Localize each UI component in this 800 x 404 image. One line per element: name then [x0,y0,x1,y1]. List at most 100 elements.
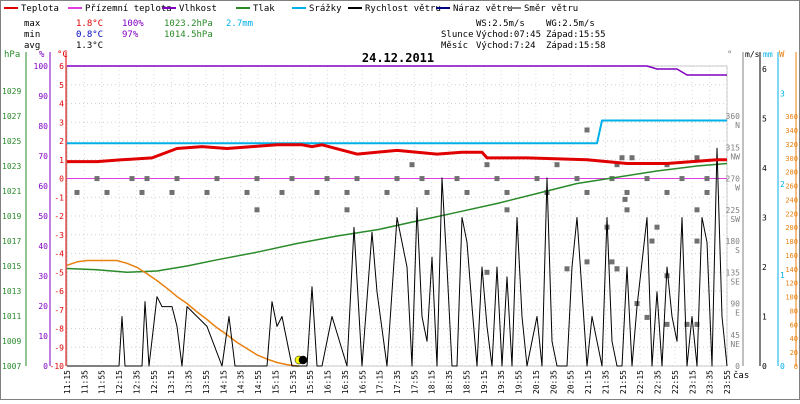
wind-dir-point [619,155,625,161]
tick-humidity: 0 [43,362,48,371]
tick-wind-dir-label: NW [730,152,740,161]
tick-time: 12:35 [132,370,141,394]
wind-dir-point [494,176,500,182]
wind-dir-point [484,269,490,275]
tick-wind-speed: 6 [762,65,767,74]
tick-wind-dir-label: E [735,309,740,318]
wind-dir-point [464,189,470,195]
wind-dir-point [314,189,320,195]
legend-label: Teplota [21,4,59,14]
max-rain: 2.7mm [226,19,253,29]
wind-dir-point [629,155,635,161]
tick-time: 15:15 [271,370,280,394]
tick-temperature: -3 [54,231,64,240]
tick-temperature: 3 [59,118,64,127]
sun-label: Slunce [441,30,474,40]
tick-solar: 240 [785,196,798,204]
tick-time: 12:55 [150,370,159,394]
tick-time: 17:35 [393,370,402,394]
series-line [67,143,727,165]
series-line [66,259,299,367]
tick-time: 17:55 [410,370,419,394]
unit-time: čas [733,370,749,381]
unit-w: W [779,50,785,60]
tick-temperature: -2 [54,212,64,221]
unit-ms: m/s [745,50,760,59]
wind-dir-point [139,189,145,195]
legend: Teplota Přízemní teplota Vlhkost Tlak Srážky… [4,4,578,14]
tick-time: 23:15 [688,370,697,394]
wg-text: WG:2.5m/s [546,19,595,29]
wind-dir-point [624,189,630,195]
tick-humidity: 100 [34,62,49,71]
wind-dir-point [649,238,655,244]
tick-temperature: 2 [59,137,64,146]
tick-solar: 300 [785,155,798,163]
tick-humidity: 70 [38,152,48,161]
tick-temperature: -4 [54,250,64,259]
tick-wind-dir: 0 [735,362,740,371]
wind-dir-point [104,189,110,195]
tick-wind-dir: 180 [726,237,741,246]
wind-dir-point [344,207,350,213]
wind-dir-point [644,176,650,182]
tick-time: 17:15 [376,370,385,394]
tick-pressure: 1007 [2,362,21,371]
wind-dir-point [664,189,670,195]
tick-time: 13:15 [167,370,176,394]
tick-time: 14:35 [237,370,246,394]
wind-dir-point [424,189,430,195]
wind-dir-point [344,189,350,195]
tick-temperature: -7 [54,306,64,315]
sun-moon-info: WS:2.5m/s WG:2.5m/s Slunce Východ:07:45 … [441,19,606,51]
tick-pressure: 1013 [2,287,21,296]
tick-humidity: 80 [38,122,48,131]
legend-label: Směr větru [524,4,578,14]
tick-solar: 320 [785,141,798,149]
marker-point [298,355,308,365]
tick-wind-dir-label: S [735,246,740,255]
wind-dir-point [609,259,615,265]
tick-rain: 1 [780,271,785,280]
tick-time: 15:55 [306,370,315,394]
tick-time: 15:35 [289,370,298,394]
tick-time: 20:15 [532,370,541,394]
ws-text: WS:2.5m/s [476,19,525,29]
tick-pressure: 1025 [2,137,21,146]
tick-temperature: 4 [59,100,64,109]
wind-dir-point [584,259,590,265]
wind-dir-point [394,176,400,182]
wind-dir-point [694,238,700,244]
wind-dir-point [704,176,710,182]
tick-pressure: 1015 [2,262,21,271]
wind-dir-point [384,189,390,195]
min-temp: 0.8°C [76,30,103,40]
wind-dir-point [279,189,285,195]
wind-dir-point [94,176,100,182]
tick-temperature: 1 [59,156,64,165]
series-line [67,119,727,145]
min-humidity: 97% [122,30,139,40]
tick-wind-dir: 225 [726,206,741,215]
series-line [66,162,728,274]
wind-dir-point [694,321,700,327]
tick-wind-speed: 4 [762,164,767,173]
wind-dir-point [694,155,700,161]
tick-time: 20:35 [549,370,558,394]
unit-mm: mm [763,50,773,59]
tick-solar: 20 [790,349,798,357]
tick-humidity: 10 [38,332,48,341]
tick-temperature: 0 [59,175,64,184]
tick-temperature: -6 [54,287,64,296]
moon-label: Měsíc [441,41,468,51]
wind-dir-point [684,321,690,327]
tick-time: 12:15 [115,370,124,394]
tick-temperature: -9 [54,343,64,352]
wind-dir-point [484,162,490,168]
tick-wind-dir-label: SW [730,215,740,224]
tick-humidity: 30 [38,272,48,281]
tick-wind-speed: 1 [762,313,767,322]
wind-dir-point [144,176,150,182]
moonrise: Východ:7:24 [476,41,536,51]
